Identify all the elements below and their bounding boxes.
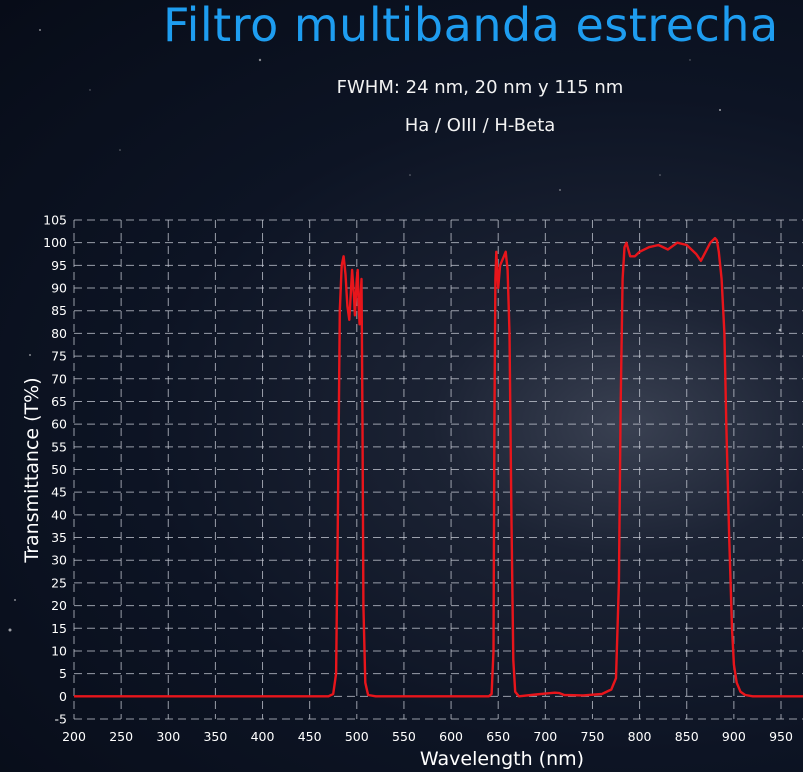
y-tick-label: 65 — [51, 394, 67, 409]
x-tick-label: 900 — [722, 729, 746, 744]
y-tick-label: 85 — [51, 303, 67, 318]
x-axis-label: Wavelength (nm) — [420, 748, 584, 770]
y-tick-label: 90 — [51, 281, 67, 296]
transmittance-curve — [74, 236, 803, 698]
y-tick-label: -5 — [55, 712, 67, 727]
x-tick-label: 450 — [298, 729, 322, 744]
y-tick-label: 45 — [51, 485, 67, 500]
x-tick-label: 700 — [533, 729, 557, 744]
y-tick-label: 35 — [51, 530, 67, 545]
x-tick-label: 600 — [439, 729, 463, 744]
x-tick-label: 300 — [156, 729, 180, 744]
page-title: Filtro multibanda estrecha — [163, 0, 779, 52]
y-axis-label: Transmittance (T%) — [21, 377, 43, 563]
fwhm-subtitle: FWHM: 24 nm, 20 nm y 115 nm — [336, 77, 624, 98]
y-tick-label: 95 — [51, 258, 67, 273]
y-tick-label: 10 — [51, 643, 67, 658]
x-tick-label: 400 — [251, 729, 275, 744]
y-tick-label: 60 — [51, 417, 67, 432]
y-tick-label: 20 — [51, 598, 67, 613]
y-tick-label: 75 — [51, 349, 67, 364]
x-axis-ticks: 200 250 300 350 400 450 500 550 600 650 700 750 800 8… — [62, 729, 793, 744]
y-tick-label: 40 — [51, 507, 67, 522]
x-tick-label: 250 — [109, 729, 133, 744]
y-tick-label: 55 — [51, 439, 67, 454]
y-tick-label: 30 — [51, 553, 67, 568]
y-tick-label: 25 — [51, 575, 67, 590]
y-tick-label: 70 — [51, 371, 67, 386]
y-tick-label: 100 — [43, 235, 67, 250]
y-tick-label: 50 — [51, 462, 67, 477]
y-tick-label: 105 — [43, 213, 67, 228]
y-tick-label: 5 — [59, 666, 67, 681]
x-tick-label: 350 — [203, 729, 227, 744]
x-tick-label: 500 — [345, 729, 369, 744]
x-tick-label: 800 — [628, 729, 652, 744]
y-axis-ticks: -5 0 5 10 15 20 25 30 35 40 45 50 55 60 65 70 75 80 85 90 95… — [43, 213, 67, 727]
y-tick-label: 80 — [51, 326, 67, 341]
curve-layer — [74, 236, 803, 698]
y-tick-label: 0 — [59, 689, 67, 704]
x-tick-label: 950 — [769, 729, 793, 744]
y-tick-label: 15 — [51, 621, 67, 636]
bands-subtitle: Ha / OIII / H-Beta — [404, 115, 556, 136]
grid-lines — [73, 219, 803, 720]
x-tick-label: 750 — [581, 729, 605, 744]
x-tick-label: 550 — [392, 729, 416, 744]
x-tick-label: 650 — [486, 729, 510, 744]
x-tick-label: 850 — [675, 729, 699, 744]
x-tick-label: 200 — [62, 729, 86, 744]
